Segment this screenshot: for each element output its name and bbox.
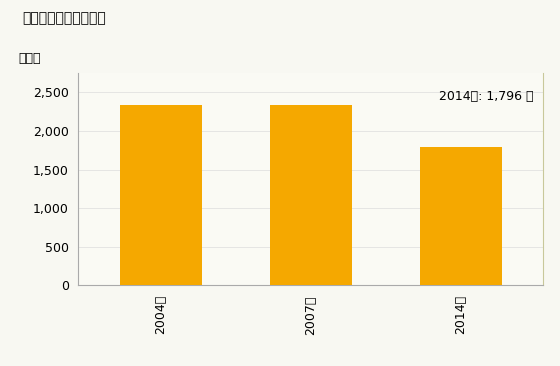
Bar xyxy=(419,147,502,285)
Bar xyxy=(269,105,352,285)
Text: ［人］: ［人］ xyxy=(18,52,40,65)
Text: 商業の従業者数の推移: 商業の従業者数の推移 xyxy=(22,11,106,25)
Bar xyxy=(120,105,202,285)
Text: 2014年: 1,796 人: 2014年: 1,796 人 xyxy=(440,90,534,103)
